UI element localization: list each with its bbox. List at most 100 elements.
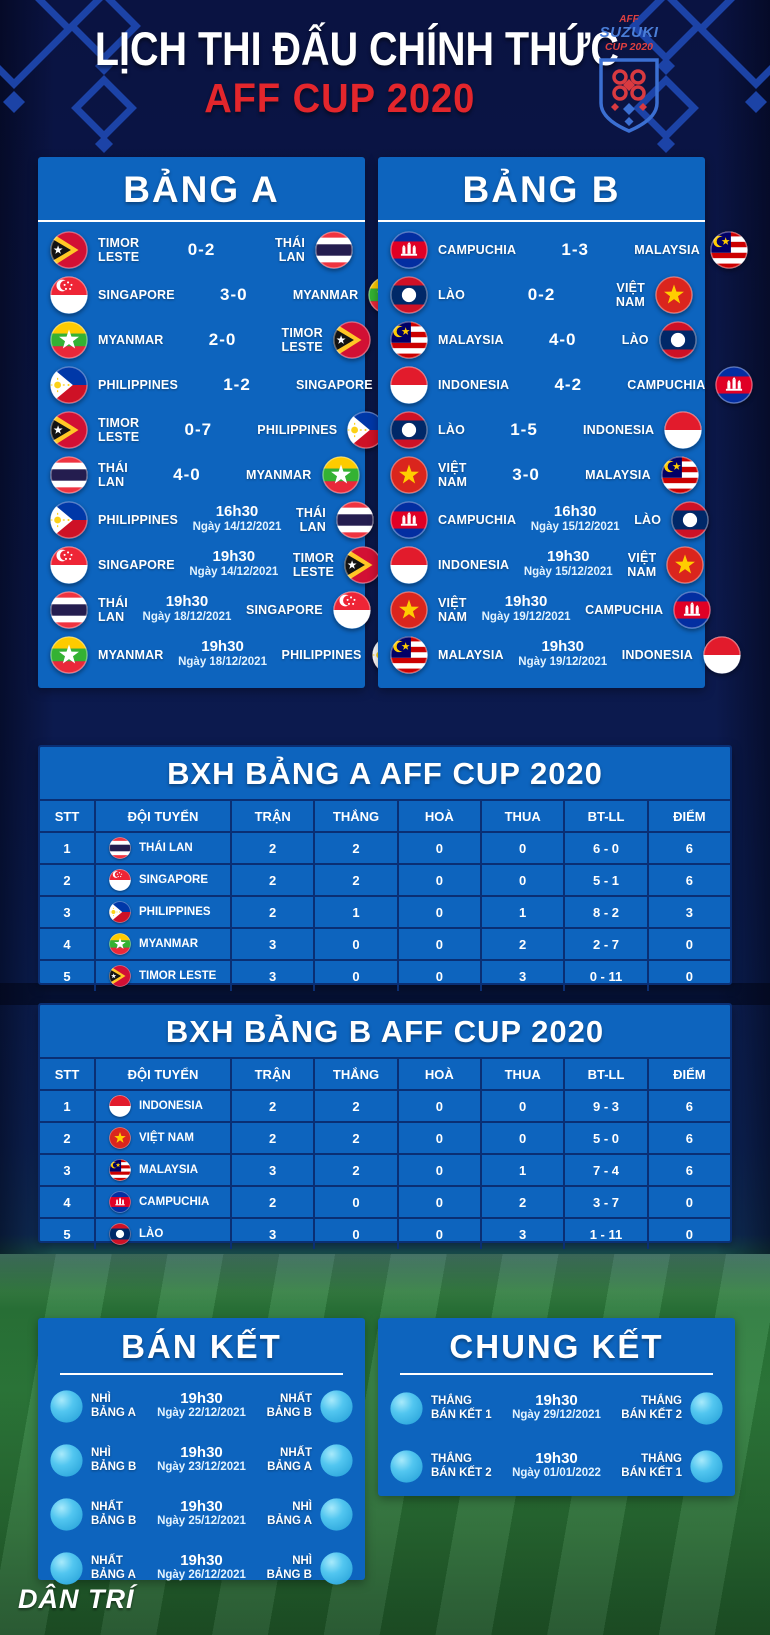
team-name: PHILIPPINES <box>139 906 211 918</box>
match-row: INDONESIA 4-2 CAMPUCHIA <box>378 362 754 407</box>
home-team-name: CAMPUCHIA <box>438 512 517 527</box>
match-row: VIỆT NAM 19h30 Ngày 19/12/2021 CAMPUCHIA <box>378 587 712 632</box>
match-row: INDONESIA 19h30 Ngày 15/12/2021 VIỆT NAM <box>378 542 705 587</box>
standings-b-panel: BXH BẢNG B AFF CUP 2020 STT ĐỘI TUYỂN TRẬN… <box>38 1003 732 1249</box>
decor-pattern-right-icon <box>629 0 770 153</box>
match-center: 1-3 <box>516 240 634 260</box>
home-team-name: LÀO <box>438 287 465 302</box>
lost-cell: 3 <box>480 959 564 991</box>
flag-timor-leste-icon <box>109 965 131 987</box>
flag-timor-leste-icon <box>344 545 382 584</box>
column-header: BT-LL <box>563 1057 647 1089</box>
won-cell: 1 <box>313 895 397 927</box>
match-date: Ngày 25/12/2021 <box>157 1515 246 1528</box>
standings-b-header-row: STT ĐỘI TUYỂN TRẬN THẮNG HOÀ THUA BT-LL ĐIỂM <box>40 1057 730 1089</box>
drawn-cell: 0 <box>396 831 480 863</box>
team-placeholder-icon <box>50 1389 83 1423</box>
won-cell: 2 <box>313 863 397 895</box>
won-cell: 2 <box>313 1089 397 1121</box>
match-row: VIỆT NAM 3-0 MALAYSIA <box>378 452 705 497</box>
knockout-match-row: NHẤT BẢNG A 19h30 Ngày 26/12/2021 NHÌ BẢNG … <box>38 1541 365 1595</box>
team-placeholder-icon <box>690 1391 723 1425</box>
divider <box>60 1373 343 1375</box>
final-title: CHUNG KẾT <box>449 1328 664 1365</box>
flag-singapore-icon <box>50 545 88 584</box>
group-b-match-list: CAMPUCHIA 1-3 MALAYSIA LÀO 0-2 VIỆT NAM MALAYS… <box>378 222 754 677</box>
match-time: 19h30 <box>546 548 590 566</box>
match-center: 19h30 Ngày 18/12/2021 <box>128 594 246 624</box>
goals-cell: 9 - 3 <box>563 1089 647 1121</box>
column-header: ĐỘI TUYỂN <box>94 799 230 831</box>
team-cell: TIMOR LESTE <box>94 959 230 991</box>
match-center: 19h30 Ngày 01/01/2022 <box>501 1450 613 1481</box>
away-team-name: THÁI LAN <box>275 235 305 264</box>
flag-philippines-icon <box>50 365 88 404</box>
column-header: ĐỘI TUYỂN <box>94 1057 230 1089</box>
match-date: Ngày 18/12/2021 <box>142 610 232 623</box>
match-date: Ngày 15/12/2021 <box>523 565 613 578</box>
drawn-cell: 0 <box>396 1089 480 1121</box>
away-slot-label: THẮNG BÁN KẾT 1 <box>621 1452 682 1479</box>
home-team-name: SINGAPORE <box>98 287 175 302</box>
flag-malaysia-icon <box>661 455 699 494</box>
match-row: CAMPUCHIA 1-3 MALAYSIA <box>378 227 748 272</box>
logo-text-cup: CUP 2020 <box>604 40 654 53</box>
flag-vietnam-icon <box>655 275 693 314</box>
flag-myanmar-icon <box>321 455 360 494</box>
match-row: MALAYSIA 4-0 LÀO <box>378 317 705 362</box>
column-header: STT <box>40 799 94 831</box>
points-cell: 6 <box>646 1121 730 1153</box>
flag-cambodia-icon <box>390 230 428 269</box>
column-header: HOÀ <box>396 799 480 831</box>
team-placeholder-icon <box>320 1551 353 1585</box>
drawn-cell: 0 <box>396 895 480 927</box>
away-team-name: INDONESIA <box>583 422 655 437</box>
home-team-name: INDONESIA <box>438 557 510 572</box>
won-cell: 0 <box>313 959 397 991</box>
team-cell: LÀO <box>94 1217 230 1249</box>
rank-cell: 1 <box>40 1089 94 1121</box>
flag-cambodia-icon <box>673 590 712 629</box>
away-team-name: CAMPUCHIA <box>627 377 706 392</box>
match-center: 0-7 <box>139 420 257 440</box>
drawn-cell: 0 <box>396 1153 480 1185</box>
team-placeholder-icon <box>690 1449 723 1483</box>
match-date: Ngày 01/01/2022 <box>512 1467 601 1480</box>
group-b-title: BẢNG B <box>378 157 705 222</box>
won-cell: 2 <box>313 1153 397 1185</box>
match-row: MYANMAR 2-0 TIMOR LESTE <box>38 317 371 362</box>
played-cell: 2 <box>230 863 314 895</box>
knockout-match-row: NHÌ BẢNG A 19h30 Ngày 22/12/2021 NHẤT BẢNG … <box>38 1379 365 1433</box>
flag-myanmar-icon <box>109 933 131 955</box>
semifinal-panel: BÁN KẾT NHÌ BẢNG A 19h30 Ngày 22/12/2021 NH… <box>38 1318 365 1585</box>
drawn-cell: 0 <box>396 959 480 991</box>
match-center: 2-0 <box>164 330 282 350</box>
column-header: THẮNG <box>313 799 397 831</box>
column-header: THUA <box>480 799 564 831</box>
away-team-name: SINGAPORE <box>296 377 373 392</box>
team-name: MALAYSIA <box>139 1164 198 1176</box>
match-time: 19h30 <box>180 1497 223 1515</box>
page-title: LỊCH THI ĐẤU CHÍNH THỨC <box>94 22 619 75</box>
team-placeholder-icon <box>390 1449 423 1483</box>
dantri-logo: DÂN TRÍ <box>18 1584 135 1614</box>
flag-thailand-icon <box>336 500 374 539</box>
knockout-match-row: THẮNG BÁN KẾT 1 19h30 Ngày 29/12/2021 THẮNG… <box>378 1379 735 1437</box>
match-time: 19h30 <box>504 593 548 611</box>
flag-laos-icon <box>109 1223 131 1245</box>
home-team-name: MALAYSIA <box>438 332 504 347</box>
flag-vietnam-icon <box>390 590 428 629</box>
home-team-name: INDONESIA <box>438 377 510 392</box>
team-placeholder-icon <box>320 1389 353 1423</box>
team-name: TIMOR LESTE <box>139 970 217 982</box>
match-center: 19h30 Ngày 15/12/2021 <box>509 549 627 579</box>
rank-cell: 4 <box>40 927 94 959</box>
standings-a-header-row: STT ĐỘI TUYỂN TRẬN THẮNG HOÀ THUA BT-LL ĐIỂM <box>40 799 730 831</box>
away-team-name: TIMOR LESTE <box>281 325 323 354</box>
lost-cell: 1 <box>480 895 564 927</box>
divider <box>400 1373 713 1375</box>
column-header: STT <box>40 1057 94 1089</box>
home-slot-label: THẮNG BÁN KẾT 2 <box>431 1452 492 1479</box>
flag-indonesia-icon <box>703 635 741 674</box>
